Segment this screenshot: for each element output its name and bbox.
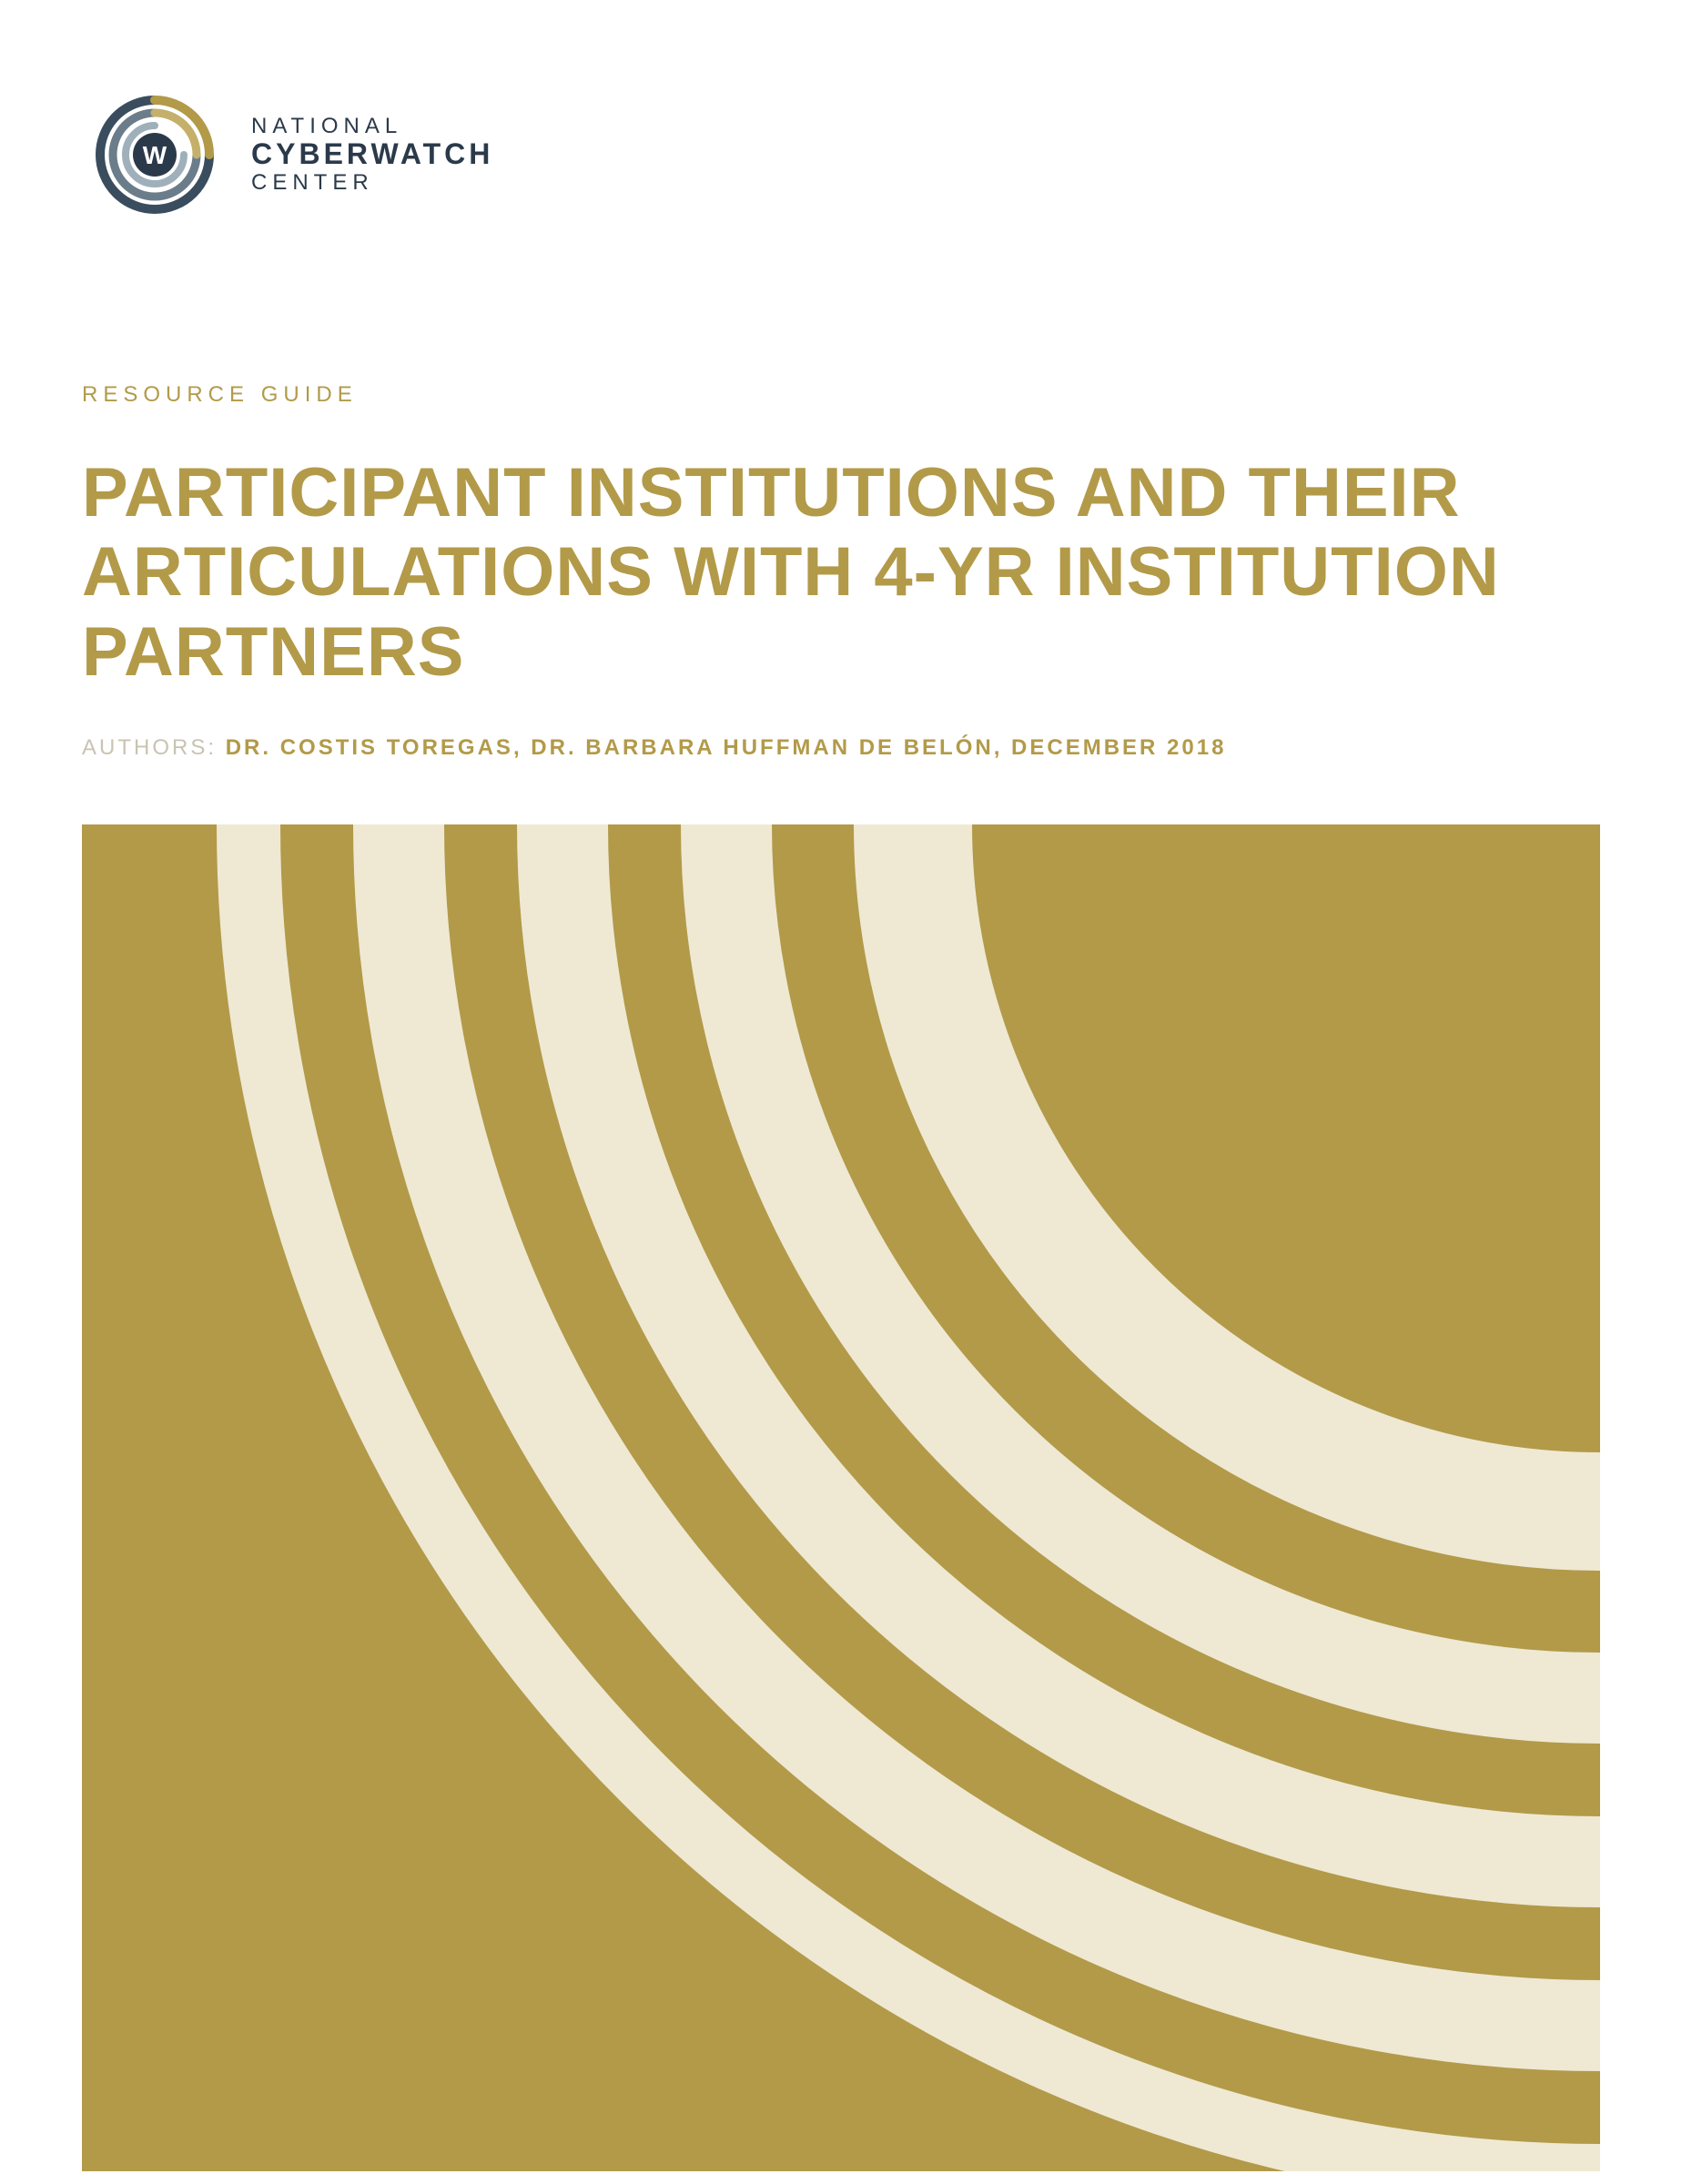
hero-arcs-svg [82, 824, 1600, 2171]
logo-line-2: CYBERWATCH [251, 138, 493, 170]
logo-line-1: NATIONAL [251, 115, 493, 138]
authors-names: DR. COSTIS TOREGAS, DR. BARBARA HUFFMAN … [226, 735, 1227, 760]
document-page: W NATIONAL CYBERWATCH CENTER RESOURCE GU… [0, 0, 1682, 2184]
logo-text: NATIONAL CYBERWATCH CENTER [251, 115, 493, 195]
logo-line-3: CENTER [251, 171, 493, 195]
hero-graphic [82, 824, 1600, 2171]
cyberwatch-logo-icon: W [82, 82, 228, 228]
logo-letter: W [143, 141, 167, 169]
eyebrow-label: RESOURCE GUIDE [82, 382, 1600, 408]
authors-line: AUTHORS: DR. COSTIS TOREGAS, DR. BARBARA… [82, 735, 1600, 761]
authors-label: AUTHORS: [82, 735, 217, 760]
document-title: PARTICIPANT INSTITUTIONS AND THEIR ARTIC… [82, 453, 1600, 692]
logo-block: W NATIONAL CYBERWATCH CENTER [82, 82, 1600, 228]
